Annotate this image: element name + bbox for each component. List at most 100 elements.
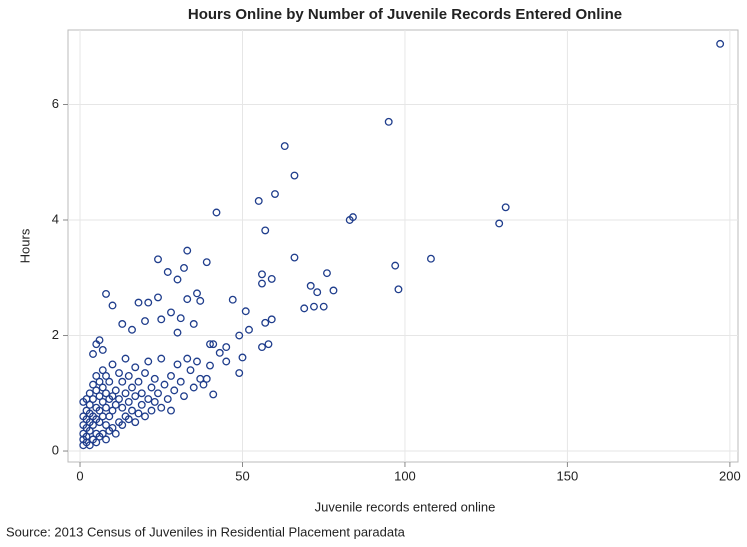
point [144, 298, 153, 307]
point [121, 354, 130, 363]
point [121, 389, 130, 398]
point [306, 281, 315, 290]
point [157, 403, 166, 412]
point [209, 340, 218, 349]
point [102, 435, 110, 444]
point [206, 361, 214, 370]
y-tick-label: 2 [52, 327, 59, 342]
point [111, 386, 120, 395]
point [111, 429, 120, 438]
point [176, 377, 185, 386]
point [173, 360, 182, 369]
x-tick-label: 0 [76, 468, 83, 483]
point [92, 438, 101, 447]
y-tick-label: 0 [52, 442, 59, 457]
point [212, 208, 221, 217]
point [98, 346, 107, 354]
point [85, 389, 94, 398]
point [319, 302, 328, 311]
point [222, 343, 231, 352]
point [105, 412, 114, 421]
point [222, 357, 231, 366]
point [235, 331, 244, 340]
point [245, 325, 253, 334]
point [189, 383, 198, 392]
point [150, 397, 159, 406]
point [290, 253, 299, 262]
x-tick-label: 150 [557, 468, 579, 483]
point [254, 197, 263, 205]
point [89, 380, 97, 389]
point [115, 395, 123, 403]
point [131, 418, 140, 427]
point [108, 406, 117, 415]
point [215, 348, 224, 357]
point [98, 429, 107, 438]
point [95, 418, 104, 427]
point [310, 302, 318, 311]
point [167, 406, 175, 415]
point [108, 301, 117, 310]
point [85, 400, 94, 409]
point [154, 293, 162, 302]
point [258, 279, 266, 288]
point [261, 226, 270, 235]
point [115, 369, 123, 378]
point [134, 298, 143, 307]
point [300, 304, 309, 313]
x-tick-label: 50 [235, 468, 249, 483]
point [108, 423, 117, 432]
point [98, 412, 107, 421]
point [128, 325, 136, 334]
point [111, 400, 120, 409]
plot-frame [67, 29, 739, 463]
point [183, 246, 192, 255]
point [323, 269, 331, 278]
point [495, 219, 504, 228]
point [264, 340, 273, 349]
point [95, 406, 104, 415]
point [141, 412, 149, 421]
point [85, 426, 94, 435]
point [118, 403, 127, 412]
point [144, 357, 153, 366]
point [384, 117, 393, 126]
point [85, 441, 94, 450]
point [258, 270, 266, 279]
point [137, 389, 146, 398]
point [391, 261, 400, 270]
point [157, 354, 166, 363]
point [163, 268, 172, 276]
point [154, 255, 162, 264]
point [176, 314, 185, 323]
point [144, 395, 153, 403]
point [290, 171, 299, 180]
point [92, 371, 101, 380]
point [95, 377, 104, 386]
point [98, 366, 107, 375]
point [180, 263, 188, 272]
x-tick-label: 200 [719, 468, 741, 483]
source-note: Source: 2013 Census of Juveniles in Resi… [6, 524, 406, 539]
point [193, 357, 201, 366]
point [329, 286, 338, 295]
point [102, 289, 110, 298]
point [167, 308, 175, 317]
point [102, 421, 110, 429]
point [92, 340, 101, 349]
point [118, 320, 127, 328]
point [180, 392, 188, 401]
point [82, 432, 91, 441]
chart-title: Hours Online by Number of Juvenile Recor… [188, 6, 622, 23]
point [157, 315, 166, 324]
point [167, 371, 175, 380]
point [118, 377, 127, 386]
point [128, 406, 136, 415]
point [98, 383, 107, 392]
point [147, 406, 156, 415]
point [235, 369, 244, 378]
point [134, 409, 143, 418]
point [196, 374, 205, 383]
point [501, 203, 510, 212]
